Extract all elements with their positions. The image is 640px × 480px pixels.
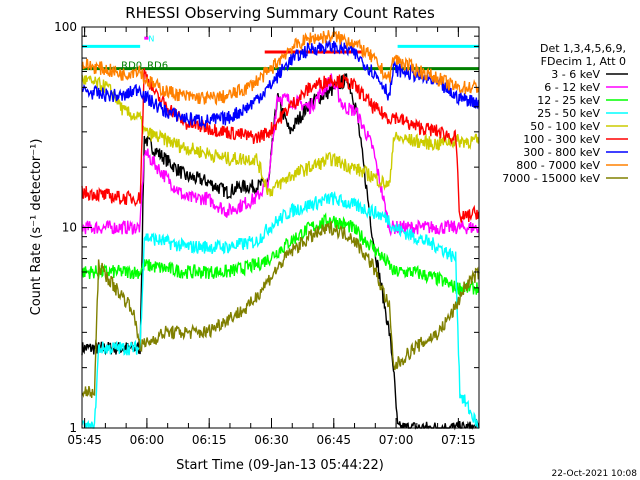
legend: Det 1,3,4,5,6,9,FDecim 1, Att 03 - 6 keV… xyxy=(502,42,628,185)
footer-date: 22-Oct-2021 10:08 xyxy=(552,469,638,479)
y-tick-label: 1 xyxy=(69,421,77,435)
series-line xyxy=(81,30,480,106)
legend-header: Det 1,3,4,5,6,9, xyxy=(540,42,626,55)
legend-entry-label: 100 - 300 keV xyxy=(523,133,600,146)
annotation-label: RD6 xyxy=(147,60,168,71)
annotation-label: RD0 xyxy=(121,60,142,71)
plot-area: RD0 RD6 N 1 10 100 05:45 06:00 06:15 06:30 06:45 07… xyxy=(54,20,480,447)
annotation-label: N xyxy=(148,34,154,43)
legend-entry-label: 7000 - 15000 keV xyxy=(502,172,600,185)
x-tick-label: 06:15 xyxy=(192,433,227,447)
legend-entry-label: 50 - 100 keV xyxy=(530,120,600,133)
x-tick-label: 06:00 xyxy=(130,433,165,447)
x-tick-label: 05:45 xyxy=(67,433,102,447)
series-line xyxy=(81,73,480,237)
x-axis-label: Start Time (09-Jan-13 05:44:22) xyxy=(176,458,384,473)
series-line xyxy=(81,37,480,130)
legend-entry-label: 25 - 50 keV xyxy=(537,107,600,120)
x-tick-label: 06:45 xyxy=(316,433,351,447)
legend-entry-label: 12 - 25 keV xyxy=(537,94,600,107)
x-tick-label: 06:30 xyxy=(254,433,289,447)
legend-entry-label: 300 - 800 keV xyxy=(523,146,600,159)
plot-frame xyxy=(81,26,480,429)
series-line xyxy=(81,68,480,223)
y-axis-label: Count Rate (s⁻¹ detector⁻¹) xyxy=(29,139,44,316)
series-line xyxy=(81,221,480,399)
legend-entry-label: 6 - 12 keV xyxy=(544,81,600,94)
series-line xyxy=(81,190,479,429)
y-tick-label: 100 xyxy=(54,20,77,34)
legend-header: FDecim 1, Att 0 xyxy=(541,55,626,68)
x-tick-label: 07:15 xyxy=(441,433,476,447)
legend-entry-label: 800 - 7000 keV xyxy=(516,159,600,172)
series-line xyxy=(81,212,480,297)
series-line xyxy=(81,74,480,197)
x-tick-label: 07:00 xyxy=(379,433,414,447)
y-tick-label: 10 xyxy=(62,221,77,235)
legend-entry-label: 3 - 6 keV xyxy=(551,68,600,81)
chart-title: RHESSI Observing Summary Count Rates xyxy=(125,4,435,22)
